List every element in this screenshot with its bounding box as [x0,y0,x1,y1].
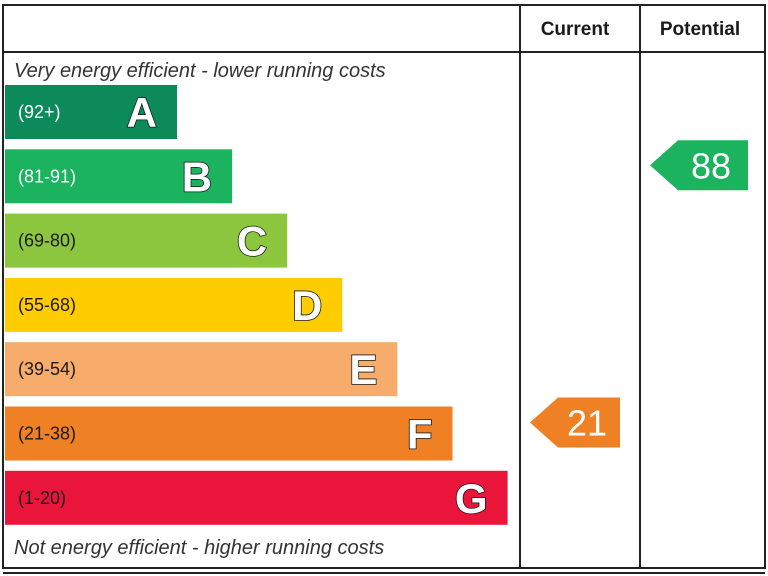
score-markers: 21 88 [530,140,748,448]
potential-score: 88 [650,140,748,191]
band-b-letter: B [182,153,212,200]
band-a-letter: A [127,89,157,136]
rating-bands: (92+) A (81-91) B (69-80) C (55-68) D (39-54) E (2… [5,85,508,525]
bottom-caption: Not energy efficient - higher running co… [14,537,384,559]
band-d-range: (55-68) [18,295,76,315]
band-e-letter: E [349,346,377,393]
band-a-range: (92+) [18,102,61,122]
band-e-range: (39-54) [18,359,76,379]
band-e-bar [5,342,398,397]
band-d-letter: D [292,282,322,329]
potential-header: Potential [660,19,740,40]
chart-frame [2,4,766,569]
band-g-bar [5,470,508,525]
current-score-value: 21 [567,403,607,444]
band-g: (1-20) G [5,470,508,525]
top-caption: Very energy efficient - lower running co… [14,60,386,82]
current-score: 21 [530,397,620,448]
band-f-letter: F [407,411,433,458]
band-b: (81-91) B [5,149,233,204]
band-c-letter: C [237,218,267,265]
band-a-bar [5,85,177,139]
band-g-letter: G [455,475,488,522]
band-a: (92+) A [5,85,177,139]
band-b-range: (81-91) [18,166,76,186]
band-f-bar [5,406,453,461]
current-score-arrow [530,397,620,448]
band-f-range: (21-38) [18,424,76,444]
band-c-range: (69-80) [18,231,76,251]
band-d: (55-68) D [5,277,343,332]
band-g-range: (1-20) [18,488,66,508]
potential-score-arrow [650,140,748,191]
band-d-bar [5,277,343,332]
band-c-bar [5,213,288,268]
band-c: (69-80) C [5,213,288,268]
outer-border [2,4,766,569]
band-e: (39-54) E [5,342,398,397]
band-b-bar [5,149,233,204]
band-f: (21-38) F [5,406,453,461]
potential-score-value: 88 [691,145,731,186]
current-header: Current [541,19,610,40]
